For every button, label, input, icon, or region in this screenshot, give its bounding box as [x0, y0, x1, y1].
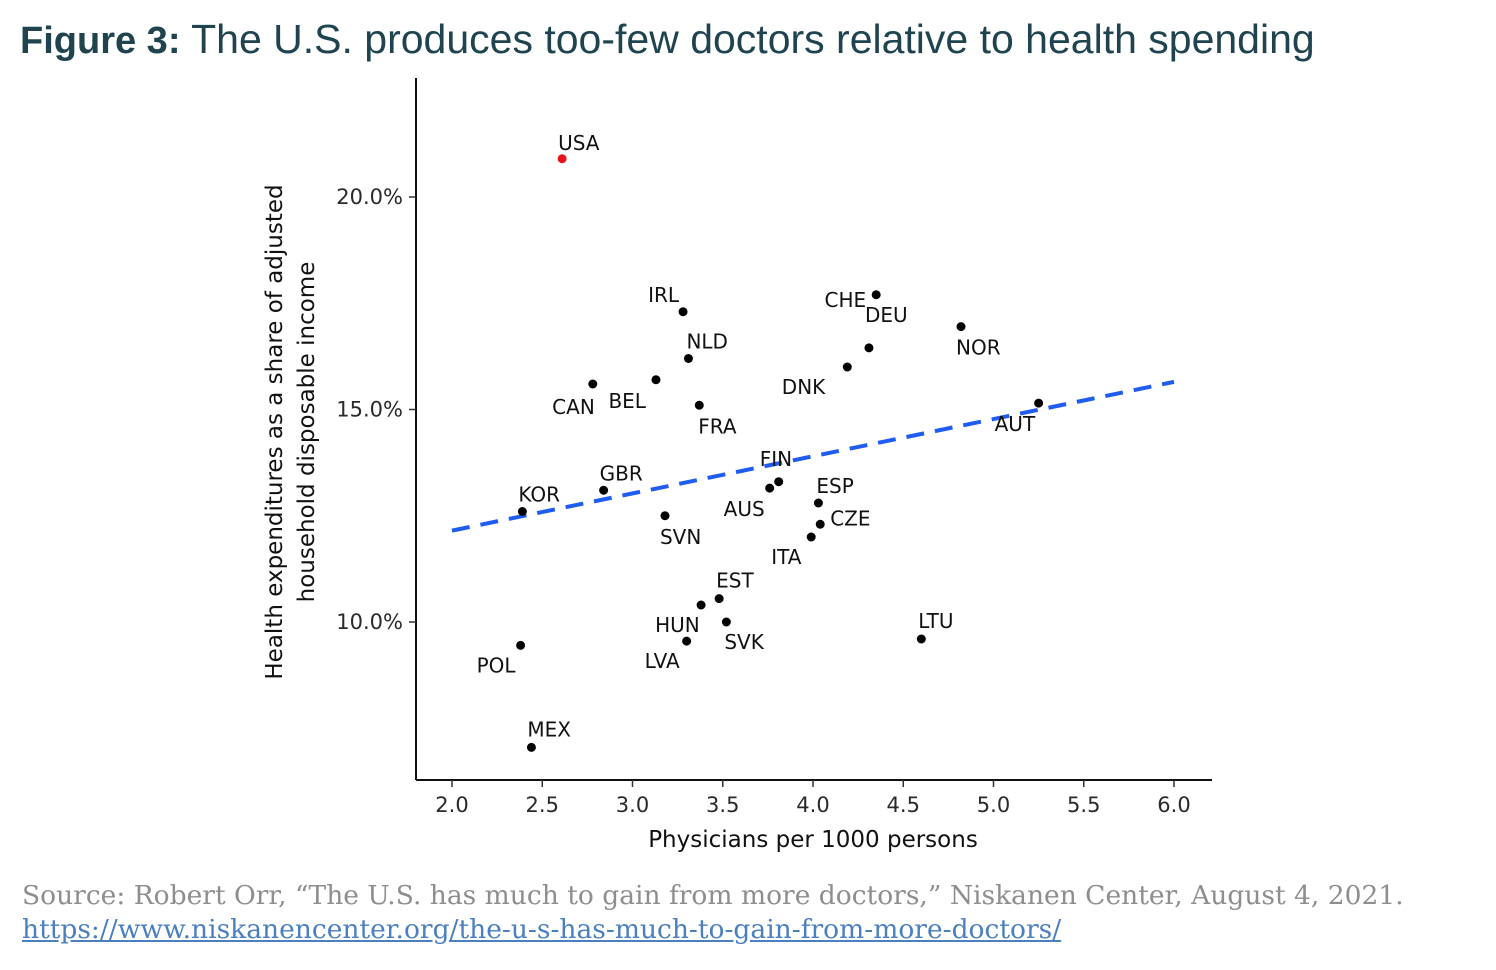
x-tick-label: 2.0 — [435, 793, 468, 817]
x-tick-label: 5.0 — [977, 793, 1010, 817]
data-label-irl: IRL — [648, 283, 680, 307]
figure-title: Figure 3: The U.S. produces too-few doct… — [20, 12, 1315, 68]
data-label-fra: FRA — [698, 414, 737, 438]
y-tick-label: 10.0% — [336, 610, 403, 634]
data-label-lva: LVA — [645, 649, 680, 673]
y-tick-label: 15.0% — [336, 398, 403, 422]
point-labels: USA IRL CHE NOR DEU NLD DNK BEL CAN AUT FRA FIN AUS G… — [477, 131, 1036, 742]
data-point-aut — [1034, 398, 1044, 408]
data-point-dnk — [842, 362, 852, 372]
data-label-che: CHE — [825, 288, 867, 312]
data-label-svn: SVN — [660, 525, 701, 549]
data-label-cze: CZE — [830, 506, 870, 530]
data-label-pol: POL — [477, 653, 517, 677]
y-axis-title-line-2: household disposable income — [294, 262, 320, 603]
data-label-kor: KOR — [518, 483, 560, 507]
data-label-gbr: GBR — [600, 461, 643, 485]
data-point-usa — [557, 154, 567, 164]
data-point-nld — [683, 354, 693, 363]
x-tick-label: 4.5 — [887, 793, 920, 817]
scatter-chart: 2.0 2.5 3.0 3.5 4.0 4.5 5.0 5.5 6.0 10.0% 15.0% 20.… — [262, 78, 1212, 853]
x-axis-title: Physicians per 1000 persons — [648, 827, 978, 853]
data-label-ita: ITA — [771, 545, 802, 569]
source-link[interactable]: https://www.niskanencenter.org/the-u-s-h… — [22, 914, 1062, 945]
x-tick-label: 2.5 — [526, 793, 559, 817]
axes: 2.0 2.5 3.0 3.5 4.0 4.5 5.0 5.5 6.0 10.0% 15.0% 20.… — [262, 78, 1212, 853]
data-point-che — [871, 290, 881, 300]
data-point-irl — [678, 307, 688, 317]
data-label-deu: DEU — [865, 303, 908, 327]
data-point-svk — [721, 617, 731, 627]
data-label-ltu: LTU — [918, 609, 953, 633]
x-tick-label: 3.5 — [706, 793, 739, 817]
data-label-usa: USA — [558, 131, 600, 155]
data-point-bel — [651, 375, 661, 385]
data-point-hun — [696, 600, 706, 610]
x-tick-label: 5.5 — [1067, 793, 1100, 817]
data-point-aus — [765, 483, 775, 493]
trend-line — [451, 379, 1175, 533]
data-point-esp — [813, 498, 823, 508]
data-label-esp: ESP — [816, 474, 853, 498]
data-point-fin — [774, 477, 784, 487]
data-point-deu — [864, 343, 874, 353]
data-point-pol — [516, 640, 526, 650]
data-label-bel: BEL — [608, 389, 646, 413]
data-points — [516, 154, 1044, 752]
x-tick-label: 3.0 — [616, 793, 649, 817]
data-point-ltu — [916, 634, 926, 644]
data-point-est — [714, 594, 724, 604]
source-text: Source: Robert Orr, “The U.S. has much t… — [22, 880, 1404, 911]
figure-label-separator: : — [167, 20, 181, 62]
figure-label: Figure 3 — [20, 20, 168, 62]
data-label-mex: MEX — [527, 717, 571, 741]
x-tick-label: 4.0 — [796, 793, 829, 817]
data-label-est: EST — [716, 569, 754, 593]
source-note: Source: Robert Orr, “The U.S. has much t… — [22, 879, 1404, 947]
data-label-can: CAN — [552, 395, 595, 419]
trend-line-group — [451, 379, 1175, 533]
data-point-lva — [682, 636, 692, 646]
data-label-fin: FIN — [760, 447, 792, 471]
y-axis-title-line-1: Health expenditures as a share of adjust… — [262, 184, 288, 679]
data-label-aus: AUS — [724, 497, 765, 521]
data-point-can — [588, 379, 598, 389]
data-point-svn — [660, 511, 670, 521]
data-label-aut: AUT — [995, 412, 1036, 436]
data-label-hun: HUN — [655, 613, 700, 637]
data-label-svk: SVK — [724, 630, 764, 654]
data-point-mex — [526, 742, 536, 752]
data-point-fra — [694, 400, 704, 410]
x-tick-label: 6.0 — [1157, 793, 1190, 817]
data-point-cze — [815, 519, 825, 529]
y-tick-label: 20.0% — [336, 185, 403, 209]
data-point-ita — [806, 532, 816, 542]
data-label-nld: NLD — [686, 330, 728, 354]
data-point-kor — [517, 507, 527, 516]
data-point-gbr — [599, 485, 609, 495]
data-label-dnk: DNK — [782, 375, 826, 399]
figure-title-text: The U.S. produces too-few doctors relati… — [191, 16, 1315, 62]
data-label-nor: NOR — [956, 336, 1001, 360]
y-axis-title: Health expenditures as a share of adjust… — [262, 184, 320, 679]
data-point-nor — [956, 322, 966, 332]
